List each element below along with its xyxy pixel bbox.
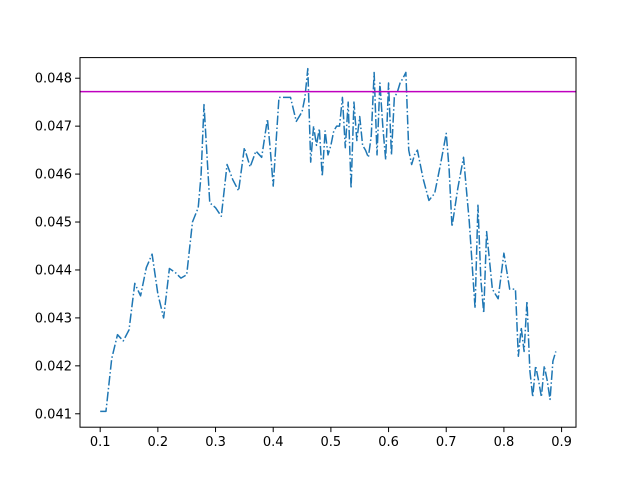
y-tick-label: 0.046 [35,168,72,183]
y-tick-label: 0.044 [35,263,72,278]
y-tick-label: 0.041 [35,407,72,422]
x-tick-label: 0.1 [90,435,111,450]
series-line [100,67,557,413]
y-tick-label: 0.043 [35,311,72,326]
x-tick-label: 0.4 [263,435,284,450]
x-tick-label: 0.6 [378,435,399,450]
x-tick-label: 0.3 [205,435,226,450]
plot-area [80,67,576,413]
x-tick-label: 0.9 [551,435,572,450]
y-tick-label: 0.045 [35,216,72,231]
x-tick-label: 0.7 [436,435,457,450]
x-tick-label: 0.2 [148,435,169,450]
y-tick-label: 0.047 [35,120,72,135]
y-tick-label: 0.042 [35,359,72,374]
axes-frame [79,57,577,428]
x-tick-label: 0.5 [321,435,342,450]
x-tick-label: 0.8 [494,435,515,450]
x-axis: 0.1 0.2 0.3 0.4 0.5 0.6 0.7 0.8 0.9 [90,427,572,450]
y-tick-label: 0.048 [35,72,72,87]
y-axis: 0.041 0.042 0.043 0.044 0.045 0.046 0.047 0.048 [35,72,80,422]
